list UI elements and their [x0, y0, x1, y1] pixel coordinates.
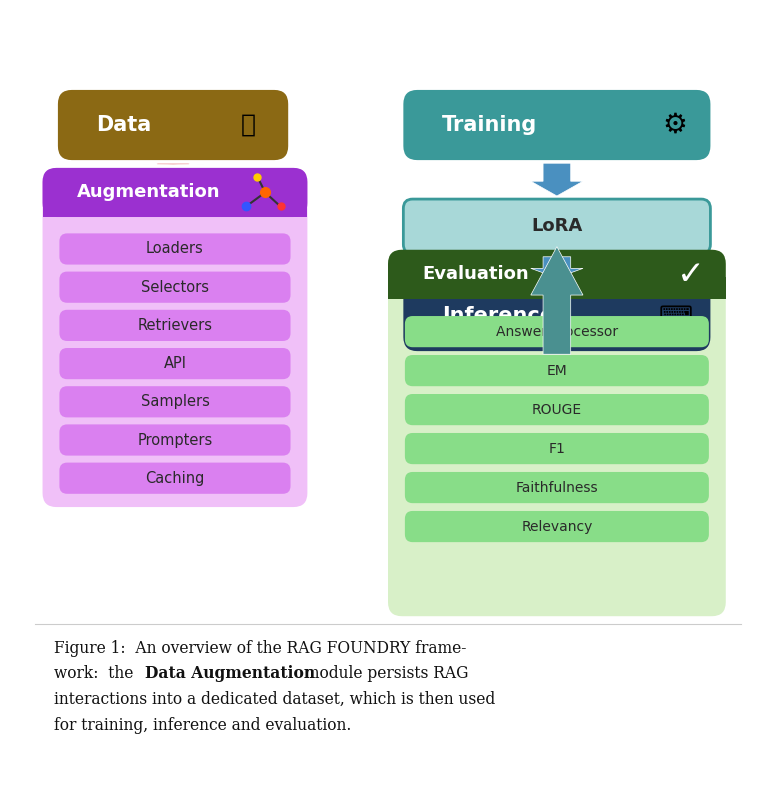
Text: Answer Processor: Answer Processor — [496, 325, 618, 339]
FancyBboxPatch shape — [405, 472, 709, 504]
FancyBboxPatch shape — [404, 281, 710, 351]
Text: for training, inference and evaluation.: for training, inference and evaluation. — [54, 717, 352, 734]
Polygon shape — [531, 257, 583, 278]
Text: Data: Data — [96, 115, 151, 135]
FancyBboxPatch shape — [405, 355, 709, 386]
Text: Evaluation: Evaluation — [423, 266, 529, 284]
Polygon shape — [531, 163, 583, 196]
Text: 💾: 💾 — [241, 113, 256, 137]
FancyBboxPatch shape — [404, 90, 710, 160]
FancyBboxPatch shape — [43, 168, 307, 217]
Text: Prompters: Prompters — [137, 433, 213, 448]
FancyBboxPatch shape — [405, 511, 709, 542]
Text: Augmentation: Augmentation — [77, 184, 220, 202]
Text: Selectors: Selectors — [141, 280, 209, 295]
FancyBboxPatch shape — [60, 310, 290, 341]
Text: Data Augmentation: Data Augmentation — [144, 665, 315, 682]
Text: LoRA: LoRA — [532, 217, 583, 236]
Text: ⚙️: ⚙️ — [663, 111, 688, 139]
FancyBboxPatch shape — [60, 425, 290, 455]
Text: work:  the: work: the — [54, 665, 138, 682]
Text: Figure 1:  An overview of the RAG FOUNDRY frame-: Figure 1: An overview of the RAG FOUNDRY… — [54, 640, 466, 656]
FancyBboxPatch shape — [404, 199, 710, 254]
Text: Samplers: Samplers — [140, 394, 210, 409]
Text: module persists RAG: module persists RAG — [300, 665, 468, 682]
Text: Training: Training — [442, 115, 537, 135]
Text: F1: F1 — [549, 441, 566, 455]
FancyBboxPatch shape — [388, 250, 726, 616]
Text: API: API — [164, 356, 186, 371]
FancyBboxPatch shape — [405, 316, 709, 348]
Text: Inference: Inference — [442, 306, 554, 326]
Bar — [388, 277, 726, 299]
Polygon shape — [142, 163, 204, 165]
Text: ⌨️: ⌨️ — [659, 304, 693, 328]
Text: ✓: ✓ — [677, 258, 705, 291]
FancyBboxPatch shape — [60, 348, 290, 379]
FancyBboxPatch shape — [405, 433, 709, 464]
FancyBboxPatch shape — [60, 233, 290, 265]
Text: ROUGE: ROUGE — [532, 403, 582, 417]
Bar — [43, 195, 307, 217]
FancyBboxPatch shape — [60, 463, 290, 494]
Text: Faithfulness: Faithfulness — [515, 481, 598, 495]
FancyBboxPatch shape — [405, 394, 709, 426]
FancyBboxPatch shape — [58, 90, 288, 160]
Polygon shape — [531, 247, 583, 355]
FancyBboxPatch shape — [388, 250, 726, 299]
FancyBboxPatch shape — [60, 386, 290, 418]
Text: Relevancy: Relevancy — [521, 519, 593, 533]
Text: Retrievers: Retrievers — [137, 318, 213, 333]
Text: Loaders: Loaders — [146, 241, 204, 256]
Text: EM: EM — [546, 363, 567, 377]
Text: interactions into a dedicated dataset, which is then used: interactions into a dedicated dataset, w… — [54, 691, 495, 708]
Text: Caching: Caching — [145, 470, 205, 485]
FancyBboxPatch shape — [60, 272, 290, 303]
FancyBboxPatch shape — [43, 168, 307, 507]
